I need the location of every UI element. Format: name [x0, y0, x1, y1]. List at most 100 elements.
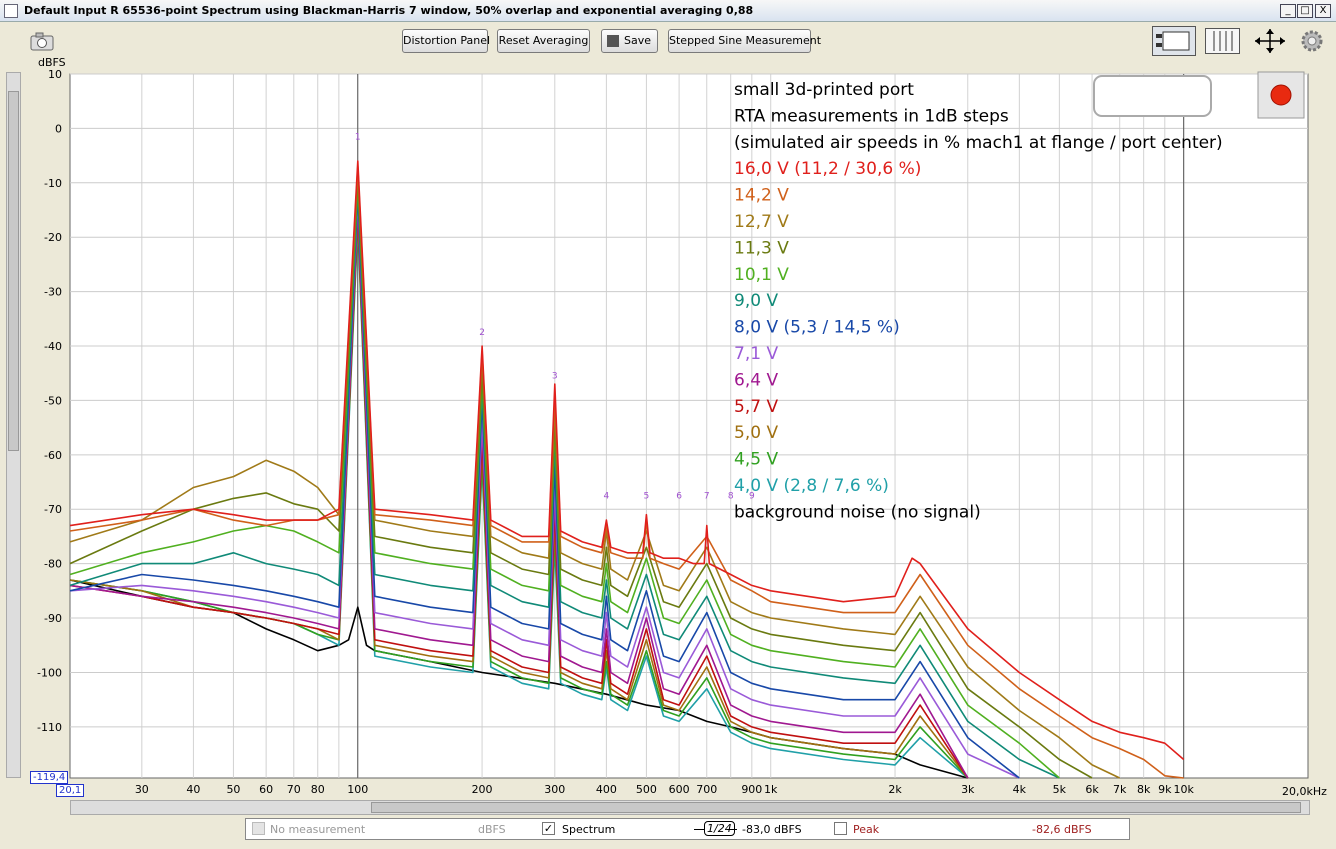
record-indicator-icon [1270, 84, 1292, 106]
x-tick-label: 300 [544, 783, 565, 796]
x-max-label: 20,0kHz [1282, 785, 1327, 798]
harmonic-label: 8 [728, 491, 734, 501]
y-tick-label: -70 [44, 503, 62, 516]
harmonic-label: 6 [676, 491, 682, 501]
no-measurement-checkbox[interactable] [252, 822, 265, 835]
close-button[interactable]: X [1315, 4, 1331, 18]
unit-label: dBFS [478, 823, 506, 836]
no-measurement-label: No measurement [270, 823, 366, 836]
smoothing-line-icon [694, 829, 704, 830]
harmonic-label: 2 [479, 328, 485, 338]
x-tick-label: 600 [669, 783, 690, 796]
x-tick-label: 6k [1085, 783, 1099, 796]
x-scrollbar[interactable] [70, 800, 1310, 815]
legend-entry: 4,5 V [734, 450, 778, 470]
restore-button[interactable]: □ [1297, 4, 1313, 18]
stepped-sine-button[interactable]: Stepped Sine Measurement [668, 29, 821, 53]
y-tick-label: -100 [37, 666, 62, 679]
smoothing-line-icon-right [727, 829, 737, 830]
legend-entry: small 3d-printed port [734, 80, 914, 100]
legend-entry: 14,2 V [734, 186, 789, 206]
save-button[interactable]: Save [601, 29, 658, 53]
distortion-panel-button[interactable]: Distortion Panel [402, 29, 490, 53]
x-tick-label: 700 [696, 783, 717, 796]
x-tick-label: 2k [888, 783, 902, 796]
y-tick-label: -90 [44, 612, 62, 625]
x-tick-label: 60 [259, 783, 273, 796]
save-label: Save [623, 34, 651, 47]
harmonic-label: 9 [749, 491, 755, 501]
peak-value: -82,6 dBFS [1032, 823, 1092, 836]
x-tick-label: 400 [596, 783, 617, 796]
legend-entry: 5,0 V [734, 423, 778, 443]
value-readout-box [1093, 75, 1212, 117]
title-bar: Default Input R 65536-point Spectrum usi… [0, 0, 1336, 22]
x-tick-label: 9k [1158, 783, 1172, 796]
camera-icon[interactable] [28, 30, 58, 52]
legend-entry: 5,7 V [734, 397, 778, 417]
legend-entry: 9,0 V [734, 291, 778, 311]
y-scrollbar[interactable] [6, 72, 21, 778]
window-title: Default Input R 65536-point Spectrum usi… [24, 4, 754, 17]
series-line [69, 187, 1060, 779]
x-tick-label: 40 [186, 783, 200, 796]
y-min-label: -119,4 [30, 771, 69, 784]
y-tick-label: -110 [37, 721, 62, 734]
legend-entry: 12,7 V [734, 212, 789, 232]
gear-icon[interactable] [1300, 29, 1324, 53]
save-icon [607, 35, 619, 47]
reset-averaging-button[interactable]: Reset Averaging [497, 29, 590, 53]
app-icon [4, 4, 18, 18]
status-bar: No measurement dBFS ✓ Spectrum 1/24 -83,… [245, 818, 1130, 840]
x-min-label: 20,1 [56, 784, 85, 797]
y-tick-label: -10 [44, 177, 62, 190]
y-tick-label: -40 [44, 340, 62, 353]
y-tick-label: -20 [44, 231, 62, 244]
columns-icon[interactable] [1205, 28, 1240, 54]
peak-label: Peak [853, 823, 880, 836]
x-tick-label: 10k [1173, 783, 1194, 796]
legend-entry: 7,1 V [734, 344, 778, 364]
x-tick-label: 100 [347, 783, 368, 796]
x-tick-label: 5k [1053, 783, 1067, 796]
minimize-button[interactable]: _ [1280, 4, 1296, 18]
x-tick-label: 80 [311, 783, 325, 796]
y-tick-label: 0 [55, 122, 62, 135]
x-tick-label: 900 [741, 783, 762, 796]
y-tick-label: -50 [44, 394, 62, 407]
y-tick-label: -60 [44, 449, 62, 462]
spectrum-label: Spectrum [562, 823, 616, 836]
x-tick-label: 3k [961, 783, 975, 796]
legend-entry: 6,4 V [734, 370, 778, 390]
series-line [69, 171, 1121, 779]
fit-arrows-icon[interactable] [1252, 27, 1288, 55]
spectrum-plot[interactable]: 100-10-20-30-40-50-60-70-80-90-100-11030… [0, 0, 1336, 800]
legend-entry: background noise (no signal) [734, 502, 981, 522]
series-line [69, 192, 1020, 779]
x-tick-label: 200 [472, 783, 493, 796]
x-tick-label: 4k [1013, 783, 1027, 796]
y-tick-label: 10 [48, 68, 62, 81]
harmonic-label: 1 [355, 132, 361, 142]
harmonic-label: 3 [552, 372, 558, 382]
y-unit-label: dBFS [38, 56, 66, 69]
x-tick-label: 30 [135, 783, 149, 796]
spectrum-value: -83,0 dBFS [742, 823, 802, 836]
x-tick-label: 50 [226, 783, 240, 796]
x-tick-label: 1k [764, 783, 778, 796]
series-line [69, 176, 1093, 779]
series-line [69, 165, 1184, 779]
legend-entry: (simulated air speeds in % mach1 at flan… [734, 133, 1223, 153]
legend-entry: 10,1 V [734, 265, 789, 285]
legend-entry: RTA measurements in 1dB steps [734, 106, 1009, 126]
peak-checkbox[interactable] [834, 822, 847, 835]
spectrum-checkbox[interactable]: ✓ [542, 822, 555, 835]
x-scrollbar-thumb[interactable] [371, 802, 1301, 813]
harmonic-label: 4 [604, 491, 610, 501]
legend-entry: 8,0 V (5,3 / 14,5 %) [734, 318, 900, 338]
series-line [69, 198, 1020, 779]
y-scrollbar-thumb[interactable] [8, 91, 19, 451]
legend-entry: 11,3 V [734, 238, 789, 258]
view-mode-icon[interactable] [1152, 26, 1196, 56]
x-tick-label: 7k [1113, 783, 1127, 796]
